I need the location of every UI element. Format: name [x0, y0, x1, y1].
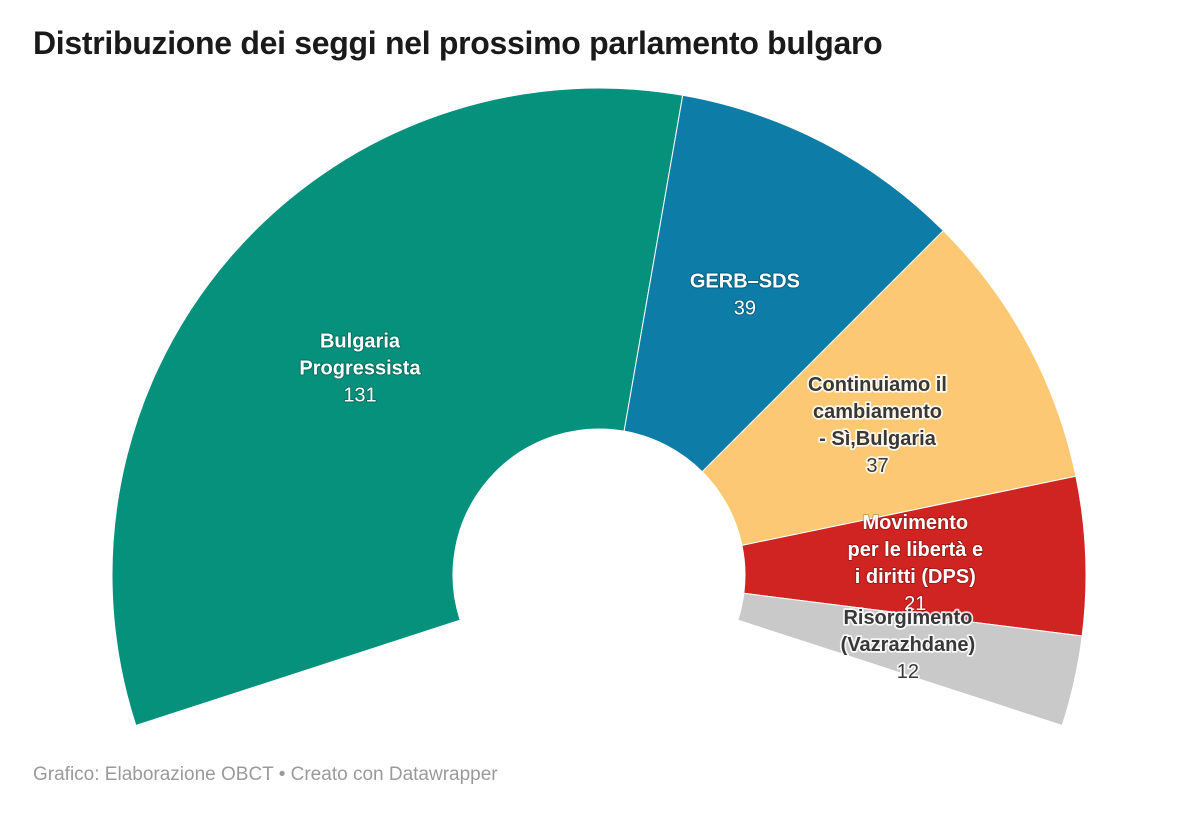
donut-segment-risorgimento-vazrazhdane[interactable] [737, 592, 1083, 726]
donut-segment-bulgaria-progressista[interactable] [111, 87, 684, 726]
segment-label-gerb-sds: GERB–SDS 39 [690, 271, 800, 320]
donut-segment-continuiamo-il-cambiamento-si-bulgaria[interactable] [701, 230, 1077, 546]
segment-label-bulgaria-progressista: Bulgaria Progressista 131 [299, 331, 421, 407]
chart-title: Distribuzione dei seggi nel prossimo par… [33, 25, 883, 61]
segment-label-continuiamo-il-cambiamento-si-bulgaria: Continuiamo il cambiamento - Sì,Bulgaria 37 [808, 374, 947, 477]
donut-segment-gerb-sds[interactable] [623, 94, 944, 473]
chart-attribution: Grafico: Elaborazione OBCT • Creato con … [33, 764, 498, 785]
segment-label-risorgimento-vazrazhdane: Risorgimento (Vazrazhdane) 12 [841, 607, 975, 683]
